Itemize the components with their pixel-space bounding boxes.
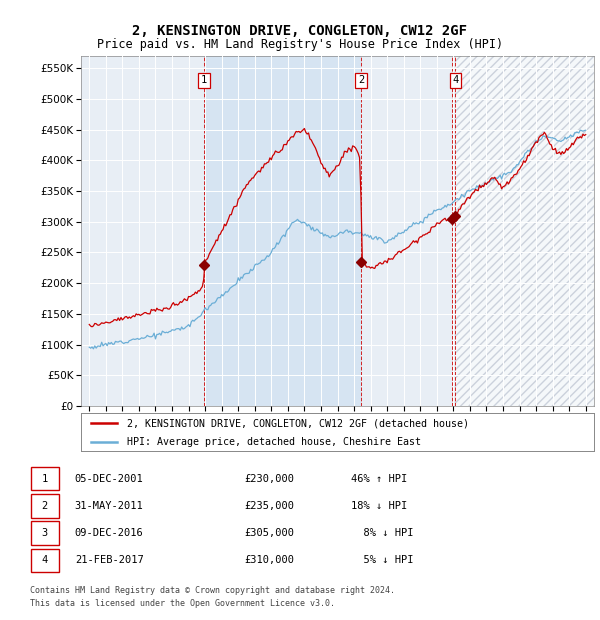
Text: £310,000: £310,000	[244, 556, 294, 565]
Text: £235,000: £235,000	[244, 501, 294, 511]
Text: 8% ↓ HPI: 8% ↓ HPI	[351, 528, 413, 538]
Text: Contains HM Land Registry data © Crown copyright and database right 2024.: Contains HM Land Registry data © Crown c…	[30, 586, 395, 595]
Text: 05-DEC-2001: 05-DEC-2001	[75, 474, 143, 484]
Text: 1: 1	[42, 474, 48, 484]
FancyBboxPatch shape	[31, 494, 59, 518]
Text: This data is licensed under the Open Government Licence v3.0.: This data is licensed under the Open Gov…	[30, 599, 335, 608]
FancyBboxPatch shape	[31, 521, 59, 545]
Text: 21-FEB-2017: 21-FEB-2017	[75, 556, 143, 565]
Text: £230,000: £230,000	[244, 474, 294, 484]
Bar	[455, 56, 594, 406]
Text: HPI: Average price, detached house, Cheshire East: HPI: Average price, detached house, Ches…	[127, 436, 421, 447]
Text: 09-DEC-2016: 09-DEC-2016	[75, 528, 143, 538]
Text: 3: 3	[42, 528, 48, 538]
Text: 31-MAY-2011: 31-MAY-2011	[75, 501, 143, 511]
Text: 2: 2	[358, 76, 364, 86]
Text: 1: 1	[200, 76, 207, 86]
Text: 2: 2	[42, 501, 48, 511]
Text: 5% ↓ HPI: 5% ↓ HPI	[351, 556, 413, 565]
Bar	[455, 56, 594, 406]
Text: 46% ↑ HPI: 46% ↑ HPI	[351, 474, 407, 484]
FancyBboxPatch shape	[31, 549, 59, 572]
Text: 4: 4	[42, 556, 48, 565]
Text: 18% ↓ HPI: 18% ↓ HPI	[351, 501, 407, 511]
Text: £305,000: £305,000	[244, 528, 294, 538]
Text: Price paid vs. HM Land Registry's House Price Index (HPI): Price paid vs. HM Land Registry's House …	[97, 38, 503, 51]
Text: 2, KENSINGTON DRIVE, CONGLETON, CW12 2GF (detached house): 2, KENSINGTON DRIVE, CONGLETON, CW12 2GF…	[127, 418, 469, 428]
FancyBboxPatch shape	[31, 467, 59, 490]
Text: 2, KENSINGTON DRIVE, CONGLETON, CW12 2GF: 2, KENSINGTON DRIVE, CONGLETON, CW12 2GF	[133, 24, 467, 38]
Bar	[204, 56, 361, 406]
Text: 4: 4	[452, 76, 458, 86]
